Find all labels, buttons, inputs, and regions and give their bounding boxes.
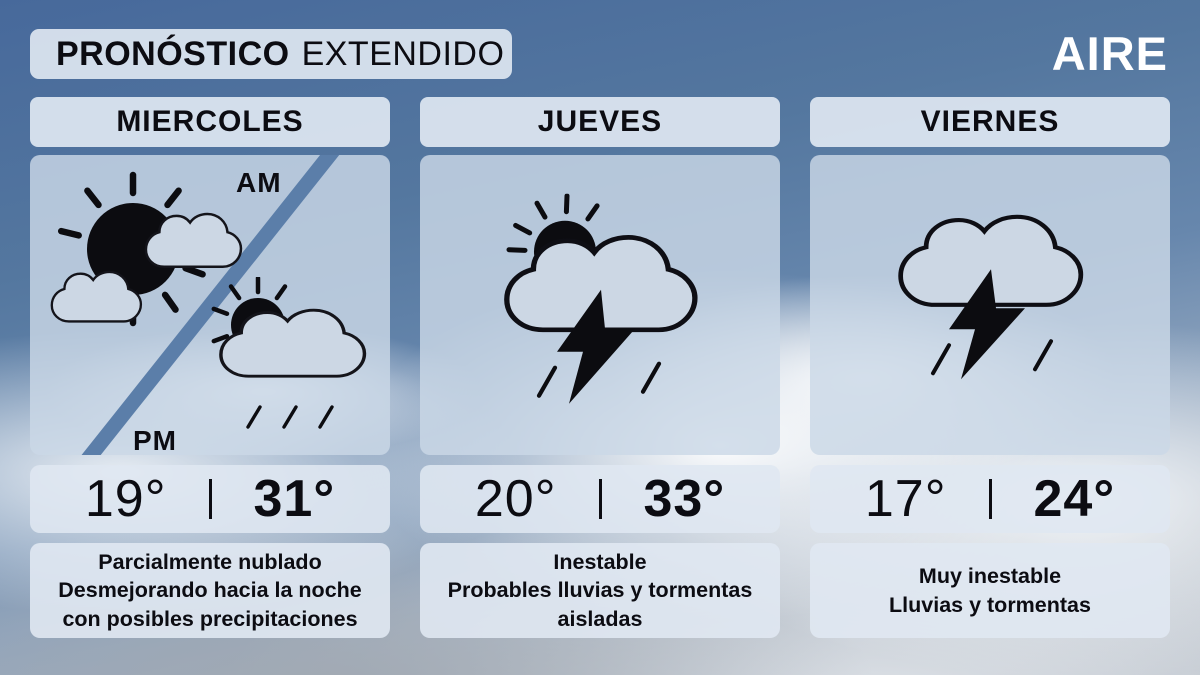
description-viernes: Muy inestable Lluvias y tormentas — [810, 543, 1170, 638]
temp-min: 20° — [474, 470, 557, 528]
icon-panel-viernes — [810, 155, 1170, 455]
temps-miercoles: 19° 31° — [30, 465, 390, 533]
sun-behind-storm-cloud-icon — [504, 193, 698, 404]
page-title-bold: PRONÓSTICO — [56, 34, 290, 73]
temp-min: 19° — [84, 470, 167, 528]
sun-behind-rain-cloud-icon — [211, 277, 367, 429]
day-name-miercoles: MIERCOLES — [30, 97, 390, 147]
day-card-viernes: VIERNES 17° 24° Muy inestable Lluvias y … — [810, 97, 1170, 638]
page-title: PRONÓSTICO EXTENDIDO — [30, 29, 512, 79]
aire-logo: AIRE — [1051, 27, 1168, 80]
temp-separator — [208, 479, 212, 519]
temps-viernes: 17° 24° — [810, 465, 1170, 533]
am-label: AM — [236, 167, 282, 198]
description-miercoles: Parcialmente nublado Desmejorando hacia … — [30, 543, 390, 638]
temp-max: 33° — [643, 470, 726, 528]
page-title-light: EXTENDIDO — [301, 34, 505, 73]
day-card-miercoles: MIERCOLES AM PM — [30, 97, 390, 638]
temp-max: 24° — [1033, 470, 1116, 528]
temp-separator — [598, 479, 602, 519]
icon-panel-jueves — [420, 155, 780, 455]
storm-cloud-icon — [898, 214, 1084, 380]
sun-with-clouds-icon — [50, 171, 243, 327]
day-card-jueves: JUEVES — [420, 97, 780, 638]
temp-max: 31° — [253, 470, 336, 528]
day-name-viernes: VIERNES — [810, 97, 1170, 147]
icon-panel-miercoles: AM PM — [30, 155, 390, 455]
am-pm-divider-stripe — [81, 155, 340, 455]
temps-jueves: 20° 33° — [420, 465, 780, 533]
temp-separator — [988, 479, 992, 519]
day-name-jueves: JUEVES — [420, 97, 780, 147]
temp-min: 17° — [864, 470, 947, 528]
description-jueves: Inestable Probables lluvias y tormentas … — [420, 543, 780, 638]
pm-label: PM — [133, 425, 177, 455]
forecast-columns: MIERCOLES AM PM — [30, 97, 1170, 638]
